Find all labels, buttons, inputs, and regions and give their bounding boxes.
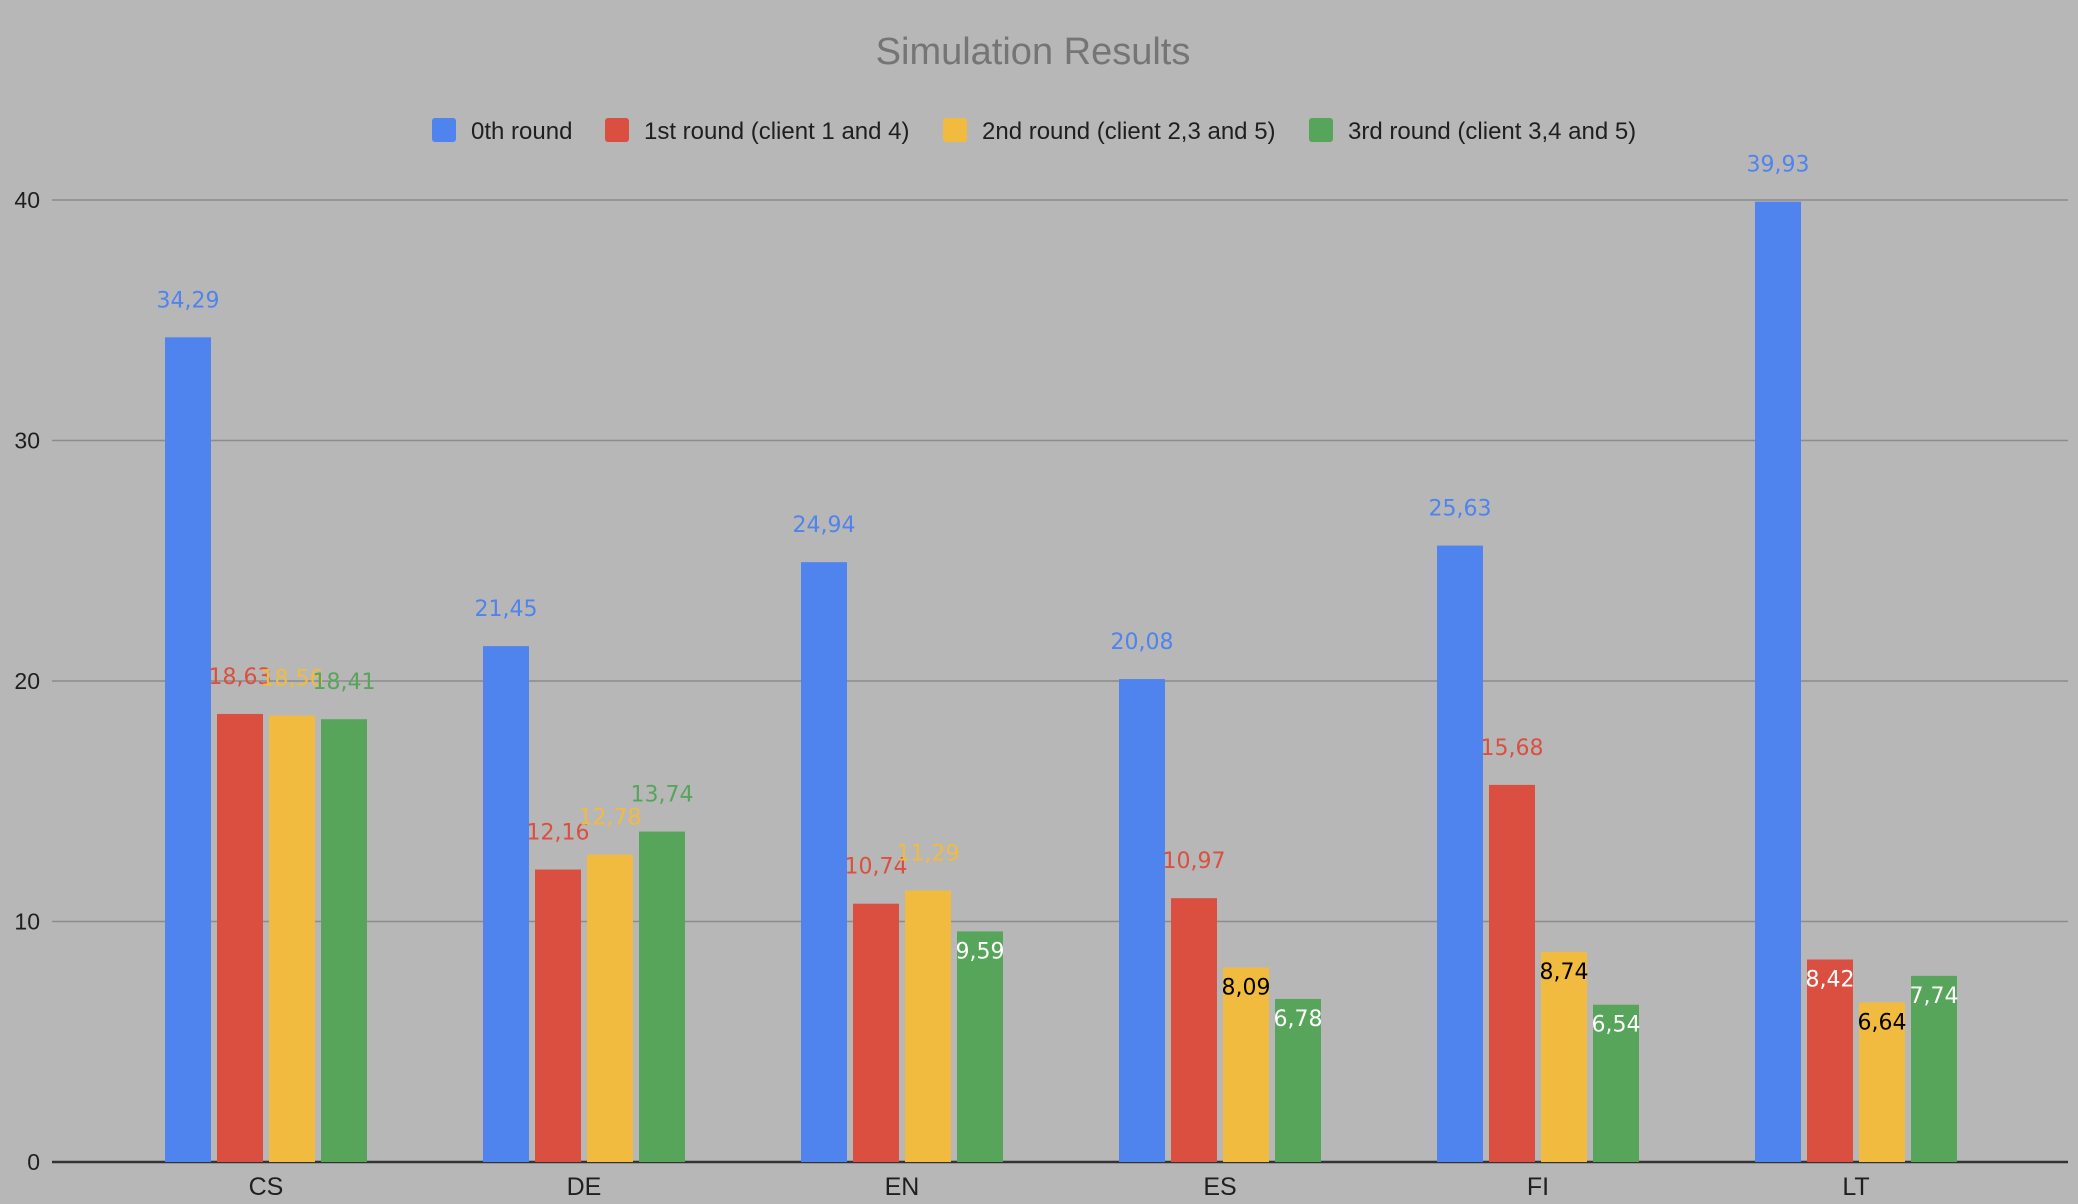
data-label: 8,74 bbox=[1540, 960, 1589, 985]
bar bbox=[1593, 1004, 1639, 1162]
x-category-label: EN bbox=[885, 1173, 920, 1201]
data-label: 18,63 bbox=[209, 665, 272, 690]
bar bbox=[217, 713, 263, 1162]
legend: 0th round 1st round (client 1 and 4) 2nd r… bbox=[432, 118, 1636, 145]
bar bbox=[535, 869, 581, 1162]
bar bbox=[269, 715, 315, 1162]
data-label: 13,74 bbox=[631, 783, 694, 808]
x-category-label: LT bbox=[1842, 1173, 1869, 1201]
bars bbox=[165, 201, 1957, 1163]
data-label: 8,42 bbox=[1806, 967, 1855, 992]
x-category-label: CS bbox=[249, 1173, 284, 1201]
data-label: 8,09 bbox=[1222, 975, 1271, 1000]
bar bbox=[1119, 679, 1165, 1162]
bar bbox=[853, 903, 899, 1162]
x-category-label: ES bbox=[1203, 1173, 1236, 1201]
legend-entry: 2nd round (client 2,3 and 5) bbox=[982, 118, 1276, 145]
legend-swatch bbox=[943, 118, 967, 142]
x-axis-categories: CS DE EN ES FI LT bbox=[249, 1173, 1870, 1201]
bar bbox=[957, 931, 1003, 1162]
data-label: 25,63 bbox=[1429, 497, 1492, 522]
data-label: 10,74 bbox=[845, 855, 908, 880]
bar bbox=[1171, 898, 1217, 1162]
bar bbox=[1541, 951, 1587, 1162]
data-label: 9,59 bbox=[956, 939, 1005, 964]
data-label: 12,16 bbox=[527, 821, 590, 846]
bar bbox=[321, 719, 367, 1162]
bar bbox=[639, 831, 685, 1162]
legend-swatch bbox=[1309, 118, 1333, 142]
bar bbox=[1275, 998, 1321, 1162]
data-label: 15,68 bbox=[1481, 736, 1544, 761]
data-label: 6,78 bbox=[1274, 1007, 1323, 1032]
bar bbox=[1911, 975, 1957, 1162]
bar bbox=[165, 337, 211, 1162]
bar bbox=[1223, 967, 1269, 1162]
y-tick-label: 0 bbox=[27, 1149, 40, 1175]
data-label: 24,94 bbox=[793, 513, 856, 538]
bar bbox=[801, 562, 847, 1162]
x-category-label: DE bbox=[567, 1173, 602, 1201]
legend-entry: 1st round (client 1 and 4) bbox=[644, 118, 910, 145]
bar bbox=[1489, 784, 1535, 1162]
y-tick-label: 40 bbox=[14, 187, 40, 213]
x-category-label: FI bbox=[1527, 1173, 1549, 1201]
data-label: 18,41 bbox=[313, 670, 376, 695]
y-tick-label: 20 bbox=[14, 668, 40, 694]
y-tick-label: 30 bbox=[14, 428, 40, 454]
legend-swatch bbox=[605, 118, 629, 142]
data-label: 21,45 bbox=[475, 597, 538, 622]
data-label: 10,97 bbox=[1163, 849, 1226, 874]
y-axis-ticks: 0 10 20 30 40 bbox=[14, 187, 40, 1175]
legend-swatch bbox=[432, 118, 456, 142]
bar bbox=[1755, 201, 1801, 1163]
bar bbox=[1807, 959, 1853, 1162]
y-tick-label: 10 bbox=[14, 909, 40, 935]
chart-title: Simulation Results bbox=[876, 31, 1191, 73]
data-label: 11,29 bbox=[897, 841, 960, 866]
data-label: 34,29 bbox=[157, 288, 220, 313]
bar bbox=[587, 854, 633, 1162]
gridlines bbox=[52, 199, 2068, 1164]
data-label: 39,93 bbox=[1747, 153, 1810, 178]
data-label: 7,74 bbox=[1910, 984, 1959, 1009]
data-label: 18,56 bbox=[261, 667, 324, 692]
data-label: 6,54 bbox=[1592, 1013, 1641, 1038]
bar bbox=[1437, 545, 1483, 1162]
data-label: 20,08 bbox=[1111, 630, 1174, 655]
bar bbox=[1859, 1002, 1905, 1162]
data-label: 6,64 bbox=[1858, 1010, 1907, 1035]
legend-entry: 0th round bbox=[471, 118, 572, 145]
data-label: 12,78 bbox=[579, 806, 642, 831]
bar bbox=[483, 646, 529, 1162]
legend-entry: 3rd round (client 3,4 and 5) bbox=[1348, 118, 1636, 145]
bar bbox=[905, 890, 951, 1162]
